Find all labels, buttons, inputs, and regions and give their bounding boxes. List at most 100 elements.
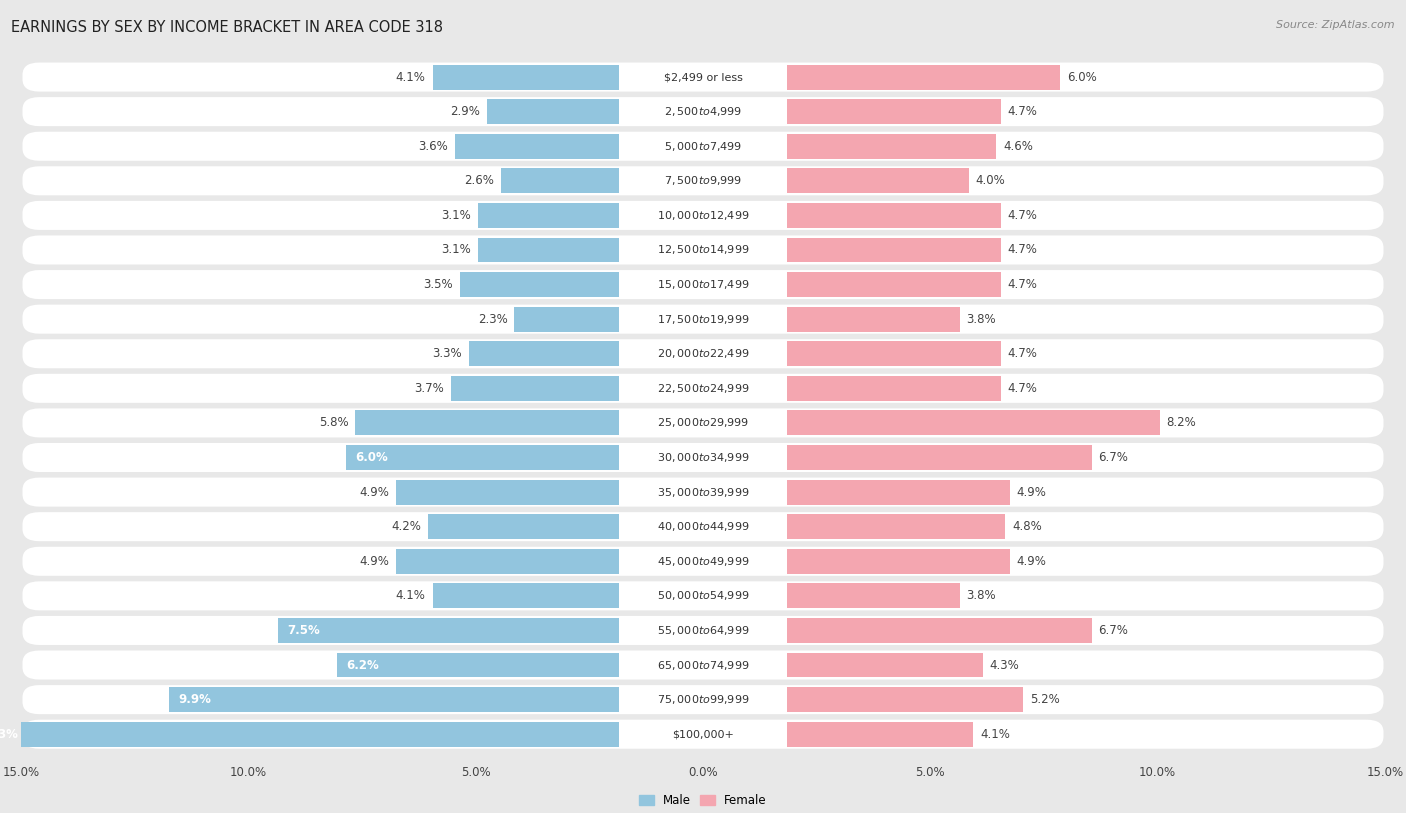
Text: 6.7%: 6.7% bbox=[1098, 451, 1129, 464]
Text: $10,000 to $12,499: $10,000 to $12,499 bbox=[657, 209, 749, 222]
Text: 2.9%: 2.9% bbox=[450, 105, 481, 118]
Bar bbox=[396, 549, 619, 574]
FancyBboxPatch shape bbox=[21, 719, 1385, 750]
Text: 6.2%: 6.2% bbox=[346, 659, 378, 672]
FancyBboxPatch shape bbox=[21, 61, 1385, 93]
Text: $50,000 to $54,999: $50,000 to $54,999 bbox=[657, 589, 749, 602]
Text: 5.2%: 5.2% bbox=[1031, 693, 1060, 706]
Bar bbox=[787, 515, 1005, 539]
Bar bbox=[433, 584, 619, 608]
Bar bbox=[787, 376, 1001, 401]
Text: $65,000 to $74,999: $65,000 to $74,999 bbox=[657, 659, 749, 672]
Legend: Male, Female: Male, Female bbox=[640, 794, 766, 807]
Text: $5,000 to $7,499: $5,000 to $7,499 bbox=[664, 140, 742, 153]
Bar bbox=[787, 64, 1060, 89]
Text: 14.3%: 14.3% bbox=[0, 728, 18, 741]
Text: $17,500 to $19,999: $17,500 to $19,999 bbox=[657, 313, 749, 326]
Text: 4.8%: 4.8% bbox=[1012, 520, 1042, 533]
FancyBboxPatch shape bbox=[21, 165, 1385, 197]
Text: 4.2%: 4.2% bbox=[391, 520, 422, 533]
Text: $2,499 or less: $2,499 or less bbox=[664, 72, 742, 82]
Bar bbox=[787, 653, 983, 677]
Text: $100,000+: $100,000+ bbox=[672, 729, 734, 739]
FancyBboxPatch shape bbox=[21, 338, 1385, 370]
Bar bbox=[451, 376, 619, 401]
Text: $35,000 to $39,999: $35,000 to $39,999 bbox=[657, 485, 749, 498]
Bar bbox=[787, 237, 1001, 263]
Text: $75,000 to $99,999: $75,000 to $99,999 bbox=[657, 693, 749, 706]
Text: $22,500 to $24,999: $22,500 to $24,999 bbox=[657, 382, 749, 395]
Bar bbox=[427, 515, 619, 539]
Text: Source: ZipAtlas.com: Source: ZipAtlas.com bbox=[1277, 20, 1395, 30]
Text: 9.9%: 9.9% bbox=[179, 693, 211, 706]
FancyBboxPatch shape bbox=[21, 476, 1385, 508]
Bar bbox=[787, 687, 1024, 712]
Text: 3.8%: 3.8% bbox=[967, 313, 997, 326]
Bar bbox=[346, 445, 619, 470]
Text: 4.6%: 4.6% bbox=[1002, 140, 1033, 153]
Bar bbox=[486, 99, 619, 124]
Text: 4.1%: 4.1% bbox=[396, 589, 426, 602]
Bar bbox=[787, 722, 973, 746]
Text: $40,000 to $44,999: $40,000 to $44,999 bbox=[657, 520, 749, 533]
Text: 3.1%: 3.1% bbox=[441, 209, 471, 222]
Bar bbox=[787, 168, 969, 193]
Text: 4.9%: 4.9% bbox=[360, 485, 389, 498]
Text: $45,000 to $49,999: $45,000 to $49,999 bbox=[657, 554, 749, 567]
Text: $25,000 to $29,999: $25,000 to $29,999 bbox=[657, 416, 749, 429]
Bar bbox=[356, 411, 619, 436]
Bar bbox=[396, 480, 619, 505]
Text: 4.3%: 4.3% bbox=[990, 659, 1019, 672]
FancyBboxPatch shape bbox=[21, 615, 1385, 646]
Bar bbox=[478, 237, 619, 263]
Text: 6.0%: 6.0% bbox=[1067, 71, 1097, 84]
FancyBboxPatch shape bbox=[21, 546, 1385, 577]
Bar bbox=[787, 203, 1001, 228]
Text: $15,000 to $17,499: $15,000 to $17,499 bbox=[657, 278, 749, 291]
Text: 4.7%: 4.7% bbox=[1008, 243, 1038, 256]
Text: $30,000 to $34,999: $30,000 to $34,999 bbox=[657, 451, 749, 464]
FancyBboxPatch shape bbox=[21, 649, 1385, 681]
Bar bbox=[460, 272, 619, 297]
Text: 3.6%: 3.6% bbox=[419, 140, 449, 153]
Text: 4.0%: 4.0% bbox=[976, 174, 1005, 187]
FancyBboxPatch shape bbox=[21, 407, 1385, 439]
Bar bbox=[468, 341, 619, 366]
Bar bbox=[169, 687, 619, 712]
FancyBboxPatch shape bbox=[21, 268, 1385, 301]
Bar bbox=[278, 618, 619, 643]
Text: $7,500 to $9,999: $7,500 to $9,999 bbox=[664, 174, 742, 187]
FancyBboxPatch shape bbox=[21, 234, 1385, 266]
Bar bbox=[787, 341, 1001, 366]
Bar bbox=[787, 272, 1001, 297]
Text: 4.9%: 4.9% bbox=[1017, 554, 1046, 567]
Bar bbox=[787, 411, 1160, 436]
Text: 6.7%: 6.7% bbox=[1098, 624, 1129, 637]
Bar bbox=[456, 134, 619, 159]
Text: 3.8%: 3.8% bbox=[967, 589, 997, 602]
Bar bbox=[787, 445, 1091, 470]
Text: 4.7%: 4.7% bbox=[1008, 278, 1038, 291]
Text: 4.1%: 4.1% bbox=[396, 71, 426, 84]
Bar bbox=[787, 134, 997, 159]
Bar bbox=[787, 99, 1001, 124]
Text: 3.7%: 3.7% bbox=[415, 382, 444, 395]
Text: $12,500 to $14,999: $12,500 to $14,999 bbox=[657, 243, 749, 256]
Text: 4.7%: 4.7% bbox=[1008, 105, 1038, 118]
Bar bbox=[0, 722, 619, 746]
Bar bbox=[787, 584, 960, 608]
FancyBboxPatch shape bbox=[21, 199, 1385, 232]
FancyBboxPatch shape bbox=[21, 130, 1385, 162]
FancyBboxPatch shape bbox=[21, 684, 1385, 715]
FancyBboxPatch shape bbox=[21, 580, 1385, 611]
Bar bbox=[515, 307, 619, 332]
FancyBboxPatch shape bbox=[21, 303, 1385, 335]
Text: 4.1%: 4.1% bbox=[980, 728, 1010, 741]
Text: 5.8%: 5.8% bbox=[319, 416, 349, 429]
Text: 4.7%: 4.7% bbox=[1008, 209, 1038, 222]
Text: $55,000 to $64,999: $55,000 to $64,999 bbox=[657, 624, 749, 637]
Text: 2.3%: 2.3% bbox=[478, 313, 508, 326]
Text: 4.9%: 4.9% bbox=[360, 554, 389, 567]
FancyBboxPatch shape bbox=[21, 372, 1385, 404]
Text: 6.0%: 6.0% bbox=[356, 451, 388, 464]
